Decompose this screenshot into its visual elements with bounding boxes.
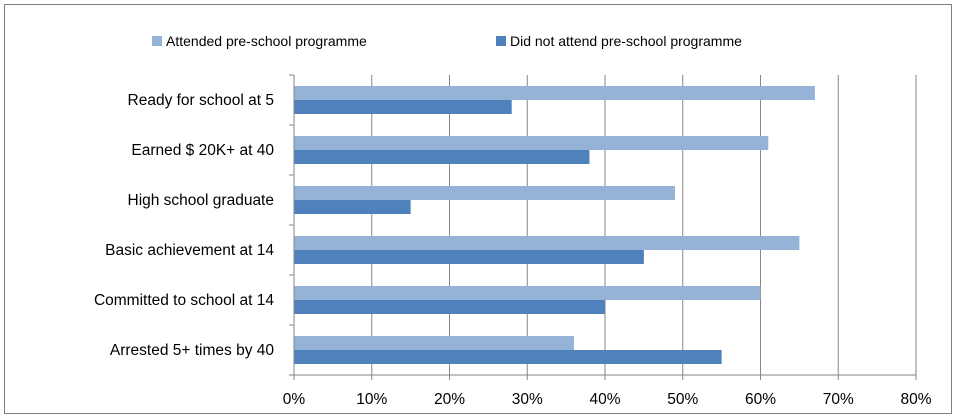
bar-did-not-attend (294, 350, 722, 364)
gridlines (371, 75, 917, 375)
x-tick-label: 50% (667, 391, 698, 408)
bar-attended (294, 186, 675, 200)
category-label: High school graduate (128, 192, 275, 209)
x-tick-label: 60% (745, 391, 776, 408)
x-tick-labels: 0% 10% 20% 30% 40% 50% 60% 70% 80% (283, 391, 932, 408)
x-tick-label: 20% (434, 391, 465, 408)
legend: Attended pre-school programme Did not at… (152, 33, 742, 49)
category-label: Ready for school at 5 (128, 92, 274, 109)
x-tick-label: 30% (512, 391, 543, 408)
bar-attended (294, 236, 800, 250)
bar-did-not-attend (294, 150, 590, 164)
bar-did-not-attend (294, 250, 644, 264)
bar-did-not-attend (294, 200, 411, 214)
legend-swatch-did-not-attend (496, 36, 506, 46)
x-tick-label: 40% (589, 391, 620, 408)
category-label: Committed to school at 14 (94, 292, 274, 309)
category-labels: Ready for school at 5 Earned $ 20K+ at 40… (94, 92, 274, 359)
x-tick-label: 10% (356, 391, 387, 408)
bar-attended (294, 336, 574, 350)
x-tick-label: 70% (823, 391, 854, 408)
x-tick-label: 80% (900, 391, 931, 408)
bars (294, 86, 815, 364)
category-label: Arrested 5+ times by 40 (110, 342, 274, 359)
bar-did-not-attend (294, 300, 605, 314)
bar-did-not-attend (294, 100, 512, 114)
axes (289, 74, 917, 380)
legend-swatch-attended (152, 36, 162, 46)
bar-attended (294, 86, 815, 100)
x-tick-label: 0% (283, 391, 306, 408)
bar-attended (294, 286, 761, 300)
bar-attended (294, 136, 769, 150)
legend-label-attended: Attended pre-school programme (166, 33, 367, 49)
category-label: Basic achievement at 14 (105, 242, 274, 259)
legend-label-did-not-attend: Did not attend pre-school programme (510, 33, 742, 49)
category-label: Earned $ 20K+ at 40 (131, 142, 274, 159)
